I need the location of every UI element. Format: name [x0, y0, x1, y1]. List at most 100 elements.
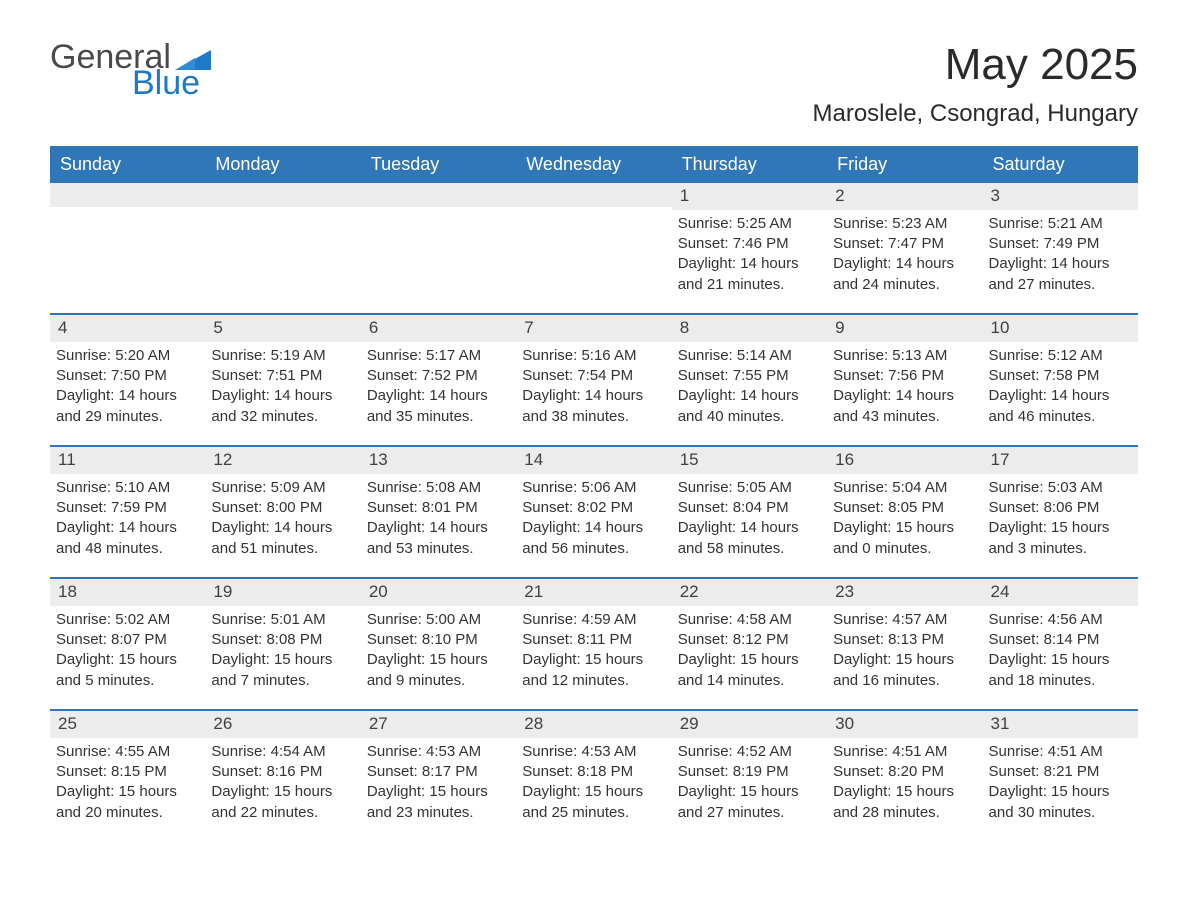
sunrise-text: Sunrise: 5:10 AM: [56, 478, 199, 498]
sunset-text: Sunset: 8:08 PM: [211, 630, 354, 650]
day-number: 23: [827, 579, 982, 606]
daylight-text: Daylight: 14 hours and 40 minutes.: [678, 386, 821, 427]
title-block: May 2025 Maroslele, Csongrad, Hungary: [813, 40, 1139, 128]
sunrise-text: Sunrise: 4:53 AM: [522, 742, 665, 762]
sunset-text: Sunset: 8:06 PM: [989, 498, 1132, 518]
sunset-text: Sunset: 7:51 PM: [211, 366, 354, 386]
sunrise-text: Sunrise: 4:52 AM: [678, 742, 821, 762]
week-row: 25Sunrise: 4:55 AMSunset: 8:15 PMDayligh…: [50, 709, 1138, 839]
day-number: 17: [983, 447, 1138, 474]
sunrise-text: Sunrise: 4:55 AM: [56, 742, 199, 762]
sunset-text: Sunset: 7:46 PM: [678, 234, 821, 254]
day-cell: 27Sunrise: 4:53 AMSunset: 8:17 PMDayligh…: [361, 711, 516, 839]
day-body: Sunrise: 4:59 AMSunset: 8:11 PMDaylight:…: [516, 606, 671, 697]
day-number: 20: [361, 579, 516, 606]
daylight-text: Daylight: 14 hours and 24 minutes.: [833, 254, 976, 295]
sunrise-text: Sunrise: 4:56 AM: [989, 610, 1132, 630]
daylight-text: Daylight: 14 hours and 38 minutes.: [522, 386, 665, 427]
day-cell: 1Sunrise: 5:25 AMSunset: 7:46 PMDaylight…: [672, 183, 827, 311]
sunset-text: Sunset: 8:05 PM: [833, 498, 976, 518]
day-number: 13: [361, 447, 516, 474]
page-title: May 2025: [813, 40, 1139, 90]
day-number: 6: [361, 315, 516, 342]
sunset-text: Sunset: 8:10 PM: [367, 630, 510, 650]
daylight-text: Daylight: 14 hours and 56 minutes.: [522, 518, 665, 559]
week-row: 18Sunrise: 5:02 AMSunset: 8:07 PMDayligh…: [50, 577, 1138, 707]
sunrise-text: Sunrise: 5:03 AM: [989, 478, 1132, 498]
sunrise-text: Sunrise: 4:57 AM: [833, 610, 976, 630]
day-cell: 10Sunrise: 5:12 AMSunset: 7:58 PMDayligh…: [983, 315, 1138, 443]
day-number: 3: [983, 183, 1138, 210]
day-body: Sunrise: 5:25 AMSunset: 7:46 PMDaylight:…: [672, 210, 827, 301]
day-cell: 13Sunrise: 5:08 AMSunset: 8:01 PMDayligh…: [361, 447, 516, 575]
day-number: 30: [827, 711, 982, 738]
day-number: 19: [205, 579, 360, 606]
day-body: Sunrise: 5:01 AMSunset: 8:08 PMDaylight:…: [205, 606, 360, 697]
sunset-text: Sunset: 7:59 PM: [56, 498, 199, 518]
daylight-text: Daylight: 15 hours and 0 minutes.: [833, 518, 976, 559]
day-number: 28: [516, 711, 671, 738]
daylight-text: Daylight: 14 hours and 51 minutes.: [211, 518, 354, 559]
sunrise-text: Sunrise: 5:17 AM: [367, 346, 510, 366]
day-body: Sunrise: 4:55 AMSunset: 8:15 PMDaylight:…: [50, 738, 205, 829]
day-cell: 28Sunrise: 4:53 AMSunset: 8:18 PMDayligh…: [516, 711, 671, 839]
day-body: Sunrise: 5:06 AMSunset: 8:02 PMDaylight:…: [516, 474, 671, 565]
day-cell: [361, 183, 516, 311]
daylight-text: Daylight: 15 hours and 20 minutes.: [56, 782, 199, 823]
daylight-text: Daylight: 14 hours and 27 minutes.: [989, 254, 1132, 295]
day-cell: 15Sunrise: 5:05 AMSunset: 8:04 PMDayligh…: [672, 447, 827, 575]
page: General Blue May 2025 Maroslele, Csongra…: [0, 0, 1188, 879]
sunrise-text: Sunrise: 5:01 AM: [211, 610, 354, 630]
daylight-text: Daylight: 15 hours and 27 minutes.: [678, 782, 821, 823]
day-cell: 7Sunrise: 5:16 AMSunset: 7:54 PMDaylight…: [516, 315, 671, 443]
weekday-header: Thursday: [672, 146, 827, 183]
day-number: [516, 183, 671, 207]
day-cell: 3Sunrise: 5:21 AMSunset: 7:49 PMDaylight…: [983, 183, 1138, 311]
sunset-text: Sunset: 8:15 PM: [56, 762, 199, 782]
topbar: General Blue May 2025 Maroslele, Csongra…: [50, 40, 1138, 128]
sunset-text: Sunset: 8:16 PM: [211, 762, 354, 782]
logo-text-blue: Blue: [132, 66, 211, 100]
logo: General Blue: [50, 40, 211, 100]
day-body: Sunrise: 4:53 AMSunset: 8:18 PMDaylight:…: [516, 738, 671, 829]
day-cell: [50, 183, 205, 311]
weekday-header: Saturday: [983, 146, 1138, 183]
day-body: Sunrise: 5:20 AMSunset: 7:50 PMDaylight:…: [50, 342, 205, 433]
daylight-text: Daylight: 15 hours and 28 minutes.: [833, 782, 976, 823]
day-number: 18: [50, 579, 205, 606]
day-cell: 22Sunrise: 4:58 AMSunset: 8:12 PMDayligh…: [672, 579, 827, 707]
day-body: Sunrise: 5:10 AMSunset: 7:59 PMDaylight:…: [50, 474, 205, 565]
sunset-text: Sunset: 8:13 PM: [833, 630, 976, 650]
sunset-text: Sunset: 8:00 PM: [211, 498, 354, 518]
day-number: 4: [50, 315, 205, 342]
sunrise-text: Sunrise: 5:25 AM: [678, 214, 821, 234]
day-body: Sunrise: 5:12 AMSunset: 7:58 PMDaylight:…: [983, 342, 1138, 433]
sunrise-text: Sunrise: 5:05 AM: [678, 478, 821, 498]
day-body: Sunrise: 5:17 AMSunset: 7:52 PMDaylight:…: [361, 342, 516, 433]
daylight-text: Daylight: 14 hours and 21 minutes.: [678, 254, 821, 295]
day-cell: [205, 183, 360, 311]
sunset-text: Sunset: 7:55 PM: [678, 366, 821, 386]
day-cell: 14Sunrise: 5:06 AMSunset: 8:02 PMDayligh…: [516, 447, 671, 575]
day-number: [361, 183, 516, 207]
day-number: 27: [361, 711, 516, 738]
day-number: 7: [516, 315, 671, 342]
daylight-text: Daylight: 15 hours and 12 minutes.: [522, 650, 665, 691]
day-body: Sunrise: 5:19 AMSunset: 7:51 PMDaylight:…: [205, 342, 360, 433]
day-body: Sunrise: 5:13 AMSunset: 7:56 PMDaylight:…: [827, 342, 982, 433]
day-cell: 4Sunrise: 5:20 AMSunset: 7:50 PMDaylight…: [50, 315, 205, 443]
sunrise-text: Sunrise: 5:00 AM: [367, 610, 510, 630]
day-number: 9: [827, 315, 982, 342]
day-cell: 11Sunrise: 5:10 AMSunset: 7:59 PMDayligh…: [50, 447, 205, 575]
sunset-text: Sunset: 8:18 PM: [522, 762, 665, 782]
sunset-text: Sunset: 8:02 PM: [522, 498, 665, 518]
sunset-text: Sunset: 8:20 PM: [833, 762, 976, 782]
day-number: 11: [50, 447, 205, 474]
sunrise-text: Sunrise: 5:21 AM: [989, 214, 1132, 234]
day-cell: 16Sunrise: 5:04 AMSunset: 8:05 PMDayligh…: [827, 447, 982, 575]
sunrise-text: Sunrise: 5:13 AM: [833, 346, 976, 366]
sunset-text: Sunset: 7:54 PM: [522, 366, 665, 386]
day-number: 10: [983, 315, 1138, 342]
day-body: Sunrise: 4:52 AMSunset: 8:19 PMDaylight:…: [672, 738, 827, 829]
sunset-text: Sunset: 7:58 PM: [989, 366, 1132, 386]
